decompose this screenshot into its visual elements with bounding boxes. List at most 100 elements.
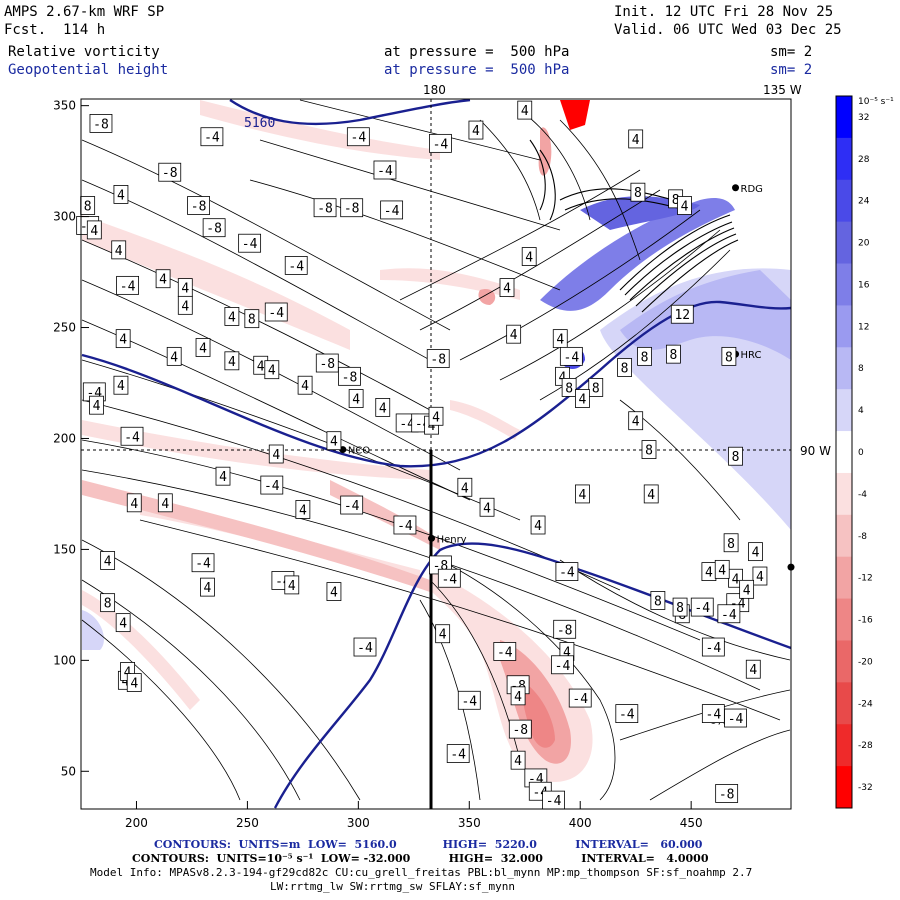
contour-label: 4	[104, 555, 112, 570]
contour-label: 4	[352, 393, 360, 408]
contour-label: -4	[124, 430, 140, 445]
contour-label: 4	[119, 333, 127, 348]
contour-label: 8	[645, 444, 653, 459]
colorbar-swatch	[836, 179, 852, 223]
contour-label: 4	[181, 299, 189, 314]
contour-label: 8	[676, 601, 684, 616]
contour-label-box	[728, 446, 743, 466]
contour-label: 4	[204, 581, 212, 596]
contour-label-box	[721, 346, 737, 366]
model-info-radiation: LW:rrtmg_lw SW:rrtmg_sw SFLAY:sf_mynn	[270, 880, 516, 893]
forecast-hour: Fcst. 114 h	[4, 22, 106, 38]
contour-label-box	[457, 477, 473, 497]
contour-label-box	[553, 619, 577, 639]
contour-label: 4	[93, 399, 101, 414]
y-axis: 350 300 250 200 150 100 50	[53, 99, 89, 778]
contour-label: 4	[534, 519, 542, 534]
x-axis: 200 250 300 350 400 450	[125, 801, 703, 830]
contour-label-box	[617, 358, 632, 377]
contour-label: 4	[749, 663, 757, 678]
contour-label-box	[588, 378, 604, 397]
contour-label: -8	[342, 370, 358, 385]
contour-label: -8	[93, 117, 109, 132]
contour-label: 4	[483, 501, 491, 516]
contour-label: 4	[117, 379, 125, 394]
contour-label-box	[715, 784, 739, 803]
colorbar-swatch	[836, 221, 852, 265]
meridian-180-label: 180	[423, 83, 446, 97]
contour-label-box	[115, 613, 131, 633]
contour-label: -8	[430, 353, 446, 368]
contour-label-box	[284, 256, 308, 275]
contour-label: 4	[510, 328, 518, 343]
contour-label-box	[748, 542, 763, 562]
colorbar-swatch	[836, 682, 852, 725]
contour-label-box	[628, 129, 644, 149]
contour-label: -4	[706, 641, 722, 656]
contour-label-box	[89, 114, 113, 133]
contour-label: 4	[752, 546, 760, 561]
contour-label: 4	[130, 677, 138, 692]
contour-label: 4	[379, 401, 387, 416]
contour-label: -4	[728, 712, 744, 727]
contour-label-box	[157, 493, 173, 513]
station-marker	[732, 184, 740, 192]
field2-smoothing: sm= 2	[770, 62, 813, 78]
contour-label-box	[468, 120, 484, 140]
contour-label-box	[701, 637, 725, 657]
contour-label-box	[284, 575, 300, 595]
contour-label: 4	[503, 282, 511, 297]
contour-label-box	[89, 395, 104, 415]
field1-smoothing: sm= 2	[770, 44, 813, 60]
contour-label-box	[380, 200, 404, 220]
contour-label: -4	[461, 694, 477, 709]
contour-label: -4	[399, 417, 415, 432]
x-tick-label: 400	[569, 816, 592, 830]
contour-label: 4	[299, 503, 307, 518]
x-tick-label: 350	[458, 816, 481, 830]
contour-label: 4	[428, 419, 436, 434]
contour-label: -4	[450, 748, 466, 763]
contour-label: 4	[521, 104, 529, 119]
contour-label: 4	[228, 310, 236, 325]
contour-label-box	[615, 704, 639, 723]
contour-label: 12	[674, 308, 690, 323]
contour-label: -8	[719, 787, 735, 802]
contour-label: 4	[439, 628, 447, 643]
contour-label: 4	[330, 435, 338, 450]
contour-label-box	[238, 233, 262, 253]
contour-label: -4	[555, 659, 571, 674]
contour-label-box	[260, 475, 284, 495]
contour-label-box	[113, 185, 129, 204]
model-info: Model Info: MPASv8.2.3-194-gf29cd82c CU:…	[90, 866, 753, 879]
colorbar-label: 8	[858, 364, 864, 374]
contour-label-box	[340, 495, 364, 515]
colorbar-swatch	[836, 724, 852, 767]
contour-label: -4	[559, 566, 575, 581]
contour-label: -8	[344, 202, 360, 217]
contour-label-box	[126, 493, 142, 513]
contour-label: -4	[721, 608, 737, 623]
colorbar-swatch	[836, 556, 852, 600]
contour-label-box	[714, 559, 730, 579]
y-tick-label: 150	[53, 542, 76, 556]
contour-label-box	[555, 562, 579, 581]
contour-label-box	[116, 275, 139, 295]
contour-label: 4	[330, 586, 338, 601]
colorbar-label: 0	[858, 448, 864, 458]
contour-label: -8	[512, 723, 528, 738]
height-contour-label: 5160	[244, 116, 275, 131]
contour-label: -8	[191, 200, 207, 215]
contour-label: 4	[268, 364, 276, 379]
contour-label: -4	[546, 794, 562, 809]
contour-label: 8	[248, 313, 256, 328]
contour-label: 4	[556, 333, 564, 348]
contour-label-box	[426, 349, 450, 368]
contour-label-box	[670, 304, 694, 324]
contour-label-box	[126, 673, 142, 692]
colorbar-label: -24	[858, 699, 873, 709]
colorbar-swatch	[836, 766, 852, 809]
contour-label: 4	[159, 273, 167, 288]
field2-level: at pressure = 500 hPa	[384, 62, 570, 78]
colorbar-label: -32	[858, 783, 873, 793]
